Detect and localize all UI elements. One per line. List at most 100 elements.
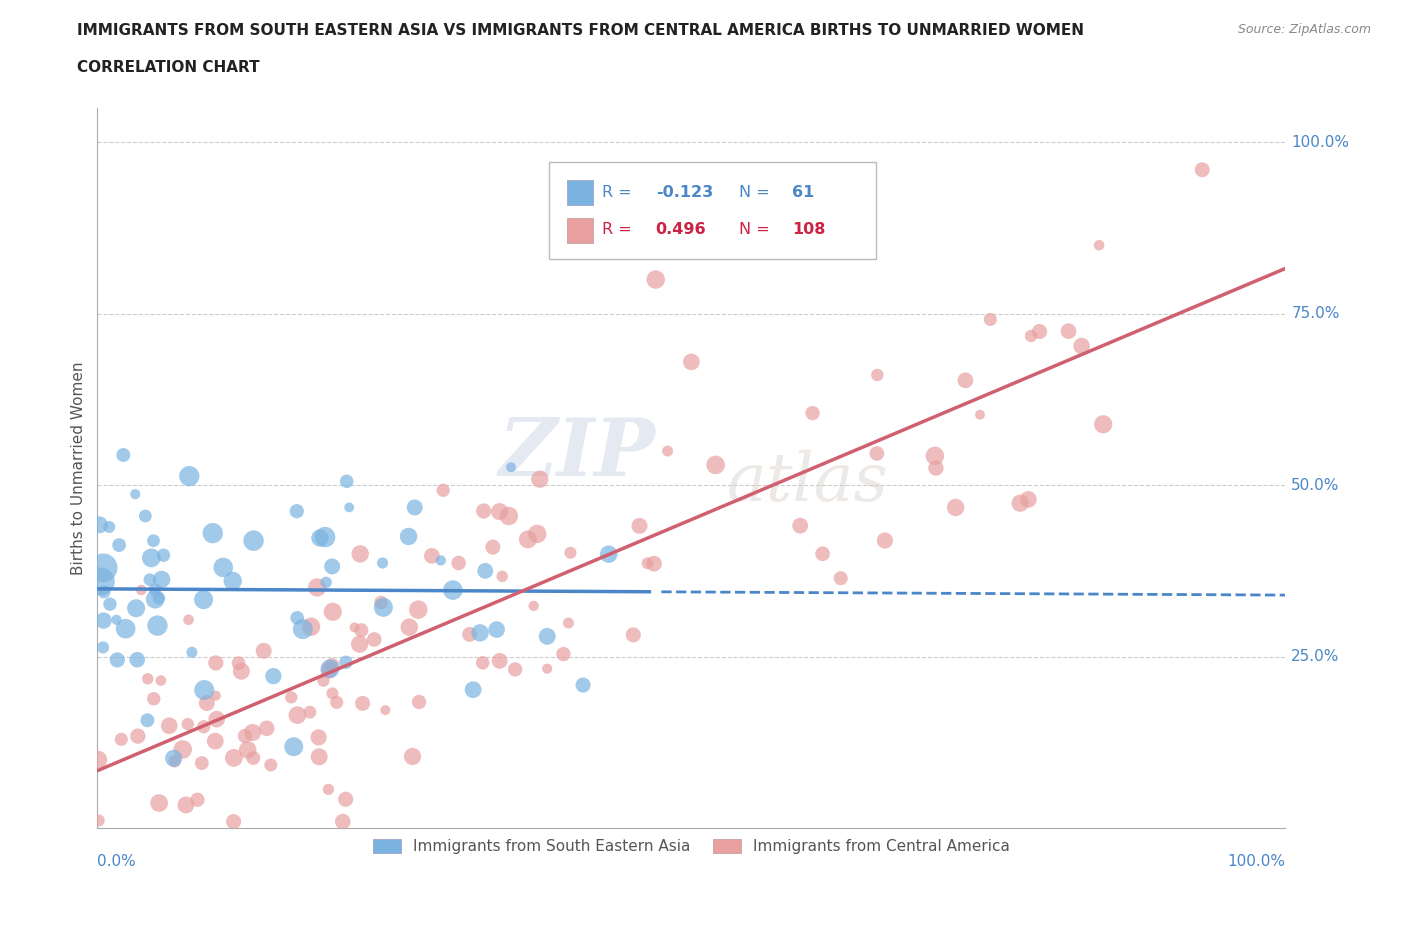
Point — [172, 742, 194, 757]
Point — [131, 582, 153, 597]
Point — [110, 732, 132, 747]
Point — [498, 509, 520, 524]
Point — [1191, 163, 1213, 178]
Text: 0.0%: 0.0% — [97, 854, 136, 869]
Point — [93, 613, 115, 628]
Y-axis label: Births to Unmarried Women: Births to Unmarried Women — [72, 362, 86, 575]
Point — [87, 752, 110, 767]
Point — [420, 549, 443, 564]
Point — [1019, 328, 1042, 343]
Point — [643, 556, 665, 571]
Point — [704, 458, 727, 472]
Point — [373, 600, 395, 615]
Point — [242, 725, 264, 740]
Legend: Immigrants from South Eastern Asia, Immigrants from Central America: Immigrants from South Eastern Asia, Immi… — [367, 833, 1015, 860]
Point — [285, 504, 308, 519]
Text: 25.0%: 25.0% — [1291, 649, 1340, 664]
Point — [191, 756, 214, 771]
Point — [553, 646, 575, 661]
Point — [180, 644, 202, 659]
Point — [352, 696, 374, 711]
Point — [488, 654, 510, 669]
Point — [474, 564, 496, 578]
Point — [1010, 496, 1032, 511]
Point — [193, 719, 215, 734]
Text: atlas: atlas — [727, 450, 889, 515]
Point — [157, 718, 180, 733]
Point — [557, 616, 579, 631]
Point — [222, 814, 245, 829]
Text: 61: 61 — [793, 185, 814, 200]
Point — [163, 754, 186, 769]
Point — [314, 529, 336, 544]
Point — [979, 312, 1001, 327]
Point — [108, 538, 131, 552]
Point — [350, 623, 373, 638]
Point — [401, 749, 423, 764]
Point — [572, 678, 595, 693]
Text: N =: N = — [740, 221, 775, 236]
Point — [628, 518, 651, 533]
Point — [598, 547, 620, 562]
Point — [114, 621, 136, 636]
Point — [98, 520, 121, 535]
Point — [441, 583, 464, 598]
Text: IMMIGRANTS FROM SOUTH EASTERN ASIA VS IMMIGRANTS FROM CENTRAL AMERICA BIRTHS TO : IMMIGRANTS FROM SOUTH EASTERN ASIA VS IM… — [77, 23, 1084, 38]
Point — [231, 664, 253, 679]
Point — [204, 688, 226, 703]
Point — [349, 547, 371, 562]
Text: ZIP: ZIP — [499, 415, 655, 493]
Point — [98, 597, 121, 612]
Point — [93, 584, 115, 599]
Point — [485, 622, 508, 637]
Point — [124, 486, 146, 501]
Point — [205, 711, 228, 726]
Point — [866, 446, 889, 461]
FancyBboxPatch shape — [548, 162, 876, 259]
Point — [811, 546, 834, 561]
Point — [371, 555, 394, 570]
Point — [201, 525, 224, 540]
Point — [127, 729, 149, 744]
Point — [644, 272, 666, 287]
Point — [280, 690, 302, 705]
Point — [1088, 238, 1111, 253]
Point — [447, 555, 470, 570]
Point — [349, 637, 371, 652]
Point — [1070, 339, 1092, 353]
Point — [398, 619, 420, 634]
Point — [370, 595, 392, 610]
Point — [1017, 492, 1039, 507]
Point — [621, 628, 644, 643]
Point — [136, 671, 159, 686]
Point — [398, 529, 420, 544]
Point — [204, 656, 226, 671]
Point — [298, 705, 321, 720]
Point — [256, 721, 278, 736]
Point — [242, 533, 264, 548]
Point — [969, 407, 991, 422]
Text: 100.0%: 100.0% — [1227, 854, 1285, 869]
Point — [925, 460, 948, 475]
Point — [516, 532, 538, 547]
Point — [336, 474, 359, 489]
Point — [955, 373, 977, 388]
Point — [112, 447, 135, 462]
Point — [536, 661, 558, 676]
Text: 100.0%: 100.0% — [1291, 135, 1350, 150]
Point — [468, 625, 491, 640]
Point — [472, 503, 495, 518]
Point — [125, 601, 148, 616]
Point — [319, 661, 342, 676]
Text: 75.0%: 75.0% — [1291, 306, 1340, 322]
Point — [1057, 324, 1080, 339]
Point — [222, 574, 245, 589]
Point — [146, 618, 169, 633]
Point — [91, 640, 114, 655]
Point — [105, 653, 128, 668]
Point — [681, 354, 703, 369]
Point — [335, 655, 357, 670]
Point — [91, 560, 114, 575]
Point — [637, 556, 659, 571]
Point — [309, 531, 332, 546]
